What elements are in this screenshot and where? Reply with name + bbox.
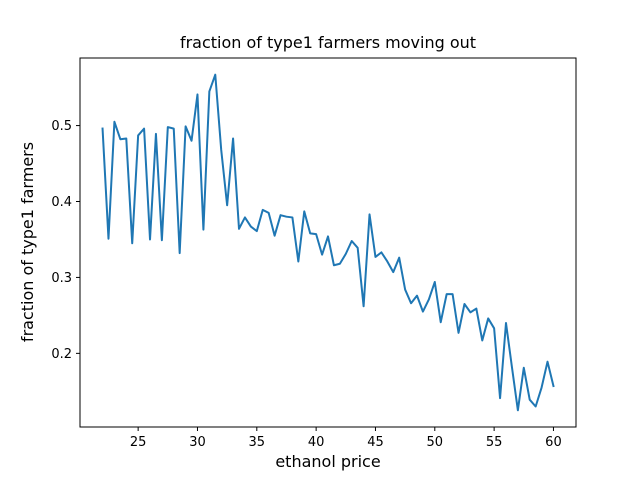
series-layer bbox=[101, 73, 555, 412]
chart-title: fraction of type1 farmers moving out bbox=[180, 33, 476, 52]
y-axis-label: fraction of type1 farmers bbox=[18, 142, 37, 342]
y-tick-label: 0.3 bbox=[51, 271, 72, 286]
y-tick-label: 0.2 bbox=[51, 347, 72, 362]
x-tick-label: 55 bbox=[486, 435, 503, 450]
x-tick-label: 60 bbox=[545, 435, 562, 450]
y-tick-label: 0.4 bbox=[51, 195, 72, 210]
axes-frame bbox=[79, 57, 577, 428]
x-tick-label: 25 bbox=[130, 435, 147, 450]
x-axis-ticks: 25 30 35 40 45 50 55 60 bbox=[130, 427, 562, 450]
y-tick-label: 0.5 bbox=[51, 119, 72, 134]
axes-layer bbox=[79, 57, 577, 428]
series-line-1 bbox=[101, 73, 555, 412]
x-tick-label: 35 bbox=[249, 435, 266, 450]
x-tick-label: 40 bbox=[308, 435, 325, 450]
x-tick-label: 45 bbox=[367, 435, 384, 450]
x-tick-label: 30 bbox=[189, 435, 206, 450]
x-tick-label: 50 bbox=[427, 435, 444, 450]
plot-area bbox=[80, 58, 576, 427]
x-axis-label: ethanol price bbox=[275, 452, 380, 471]
y-axis-ticks: 0.2 0.3 0.4 0.5 bbox=[51, 119, 80, 362]
